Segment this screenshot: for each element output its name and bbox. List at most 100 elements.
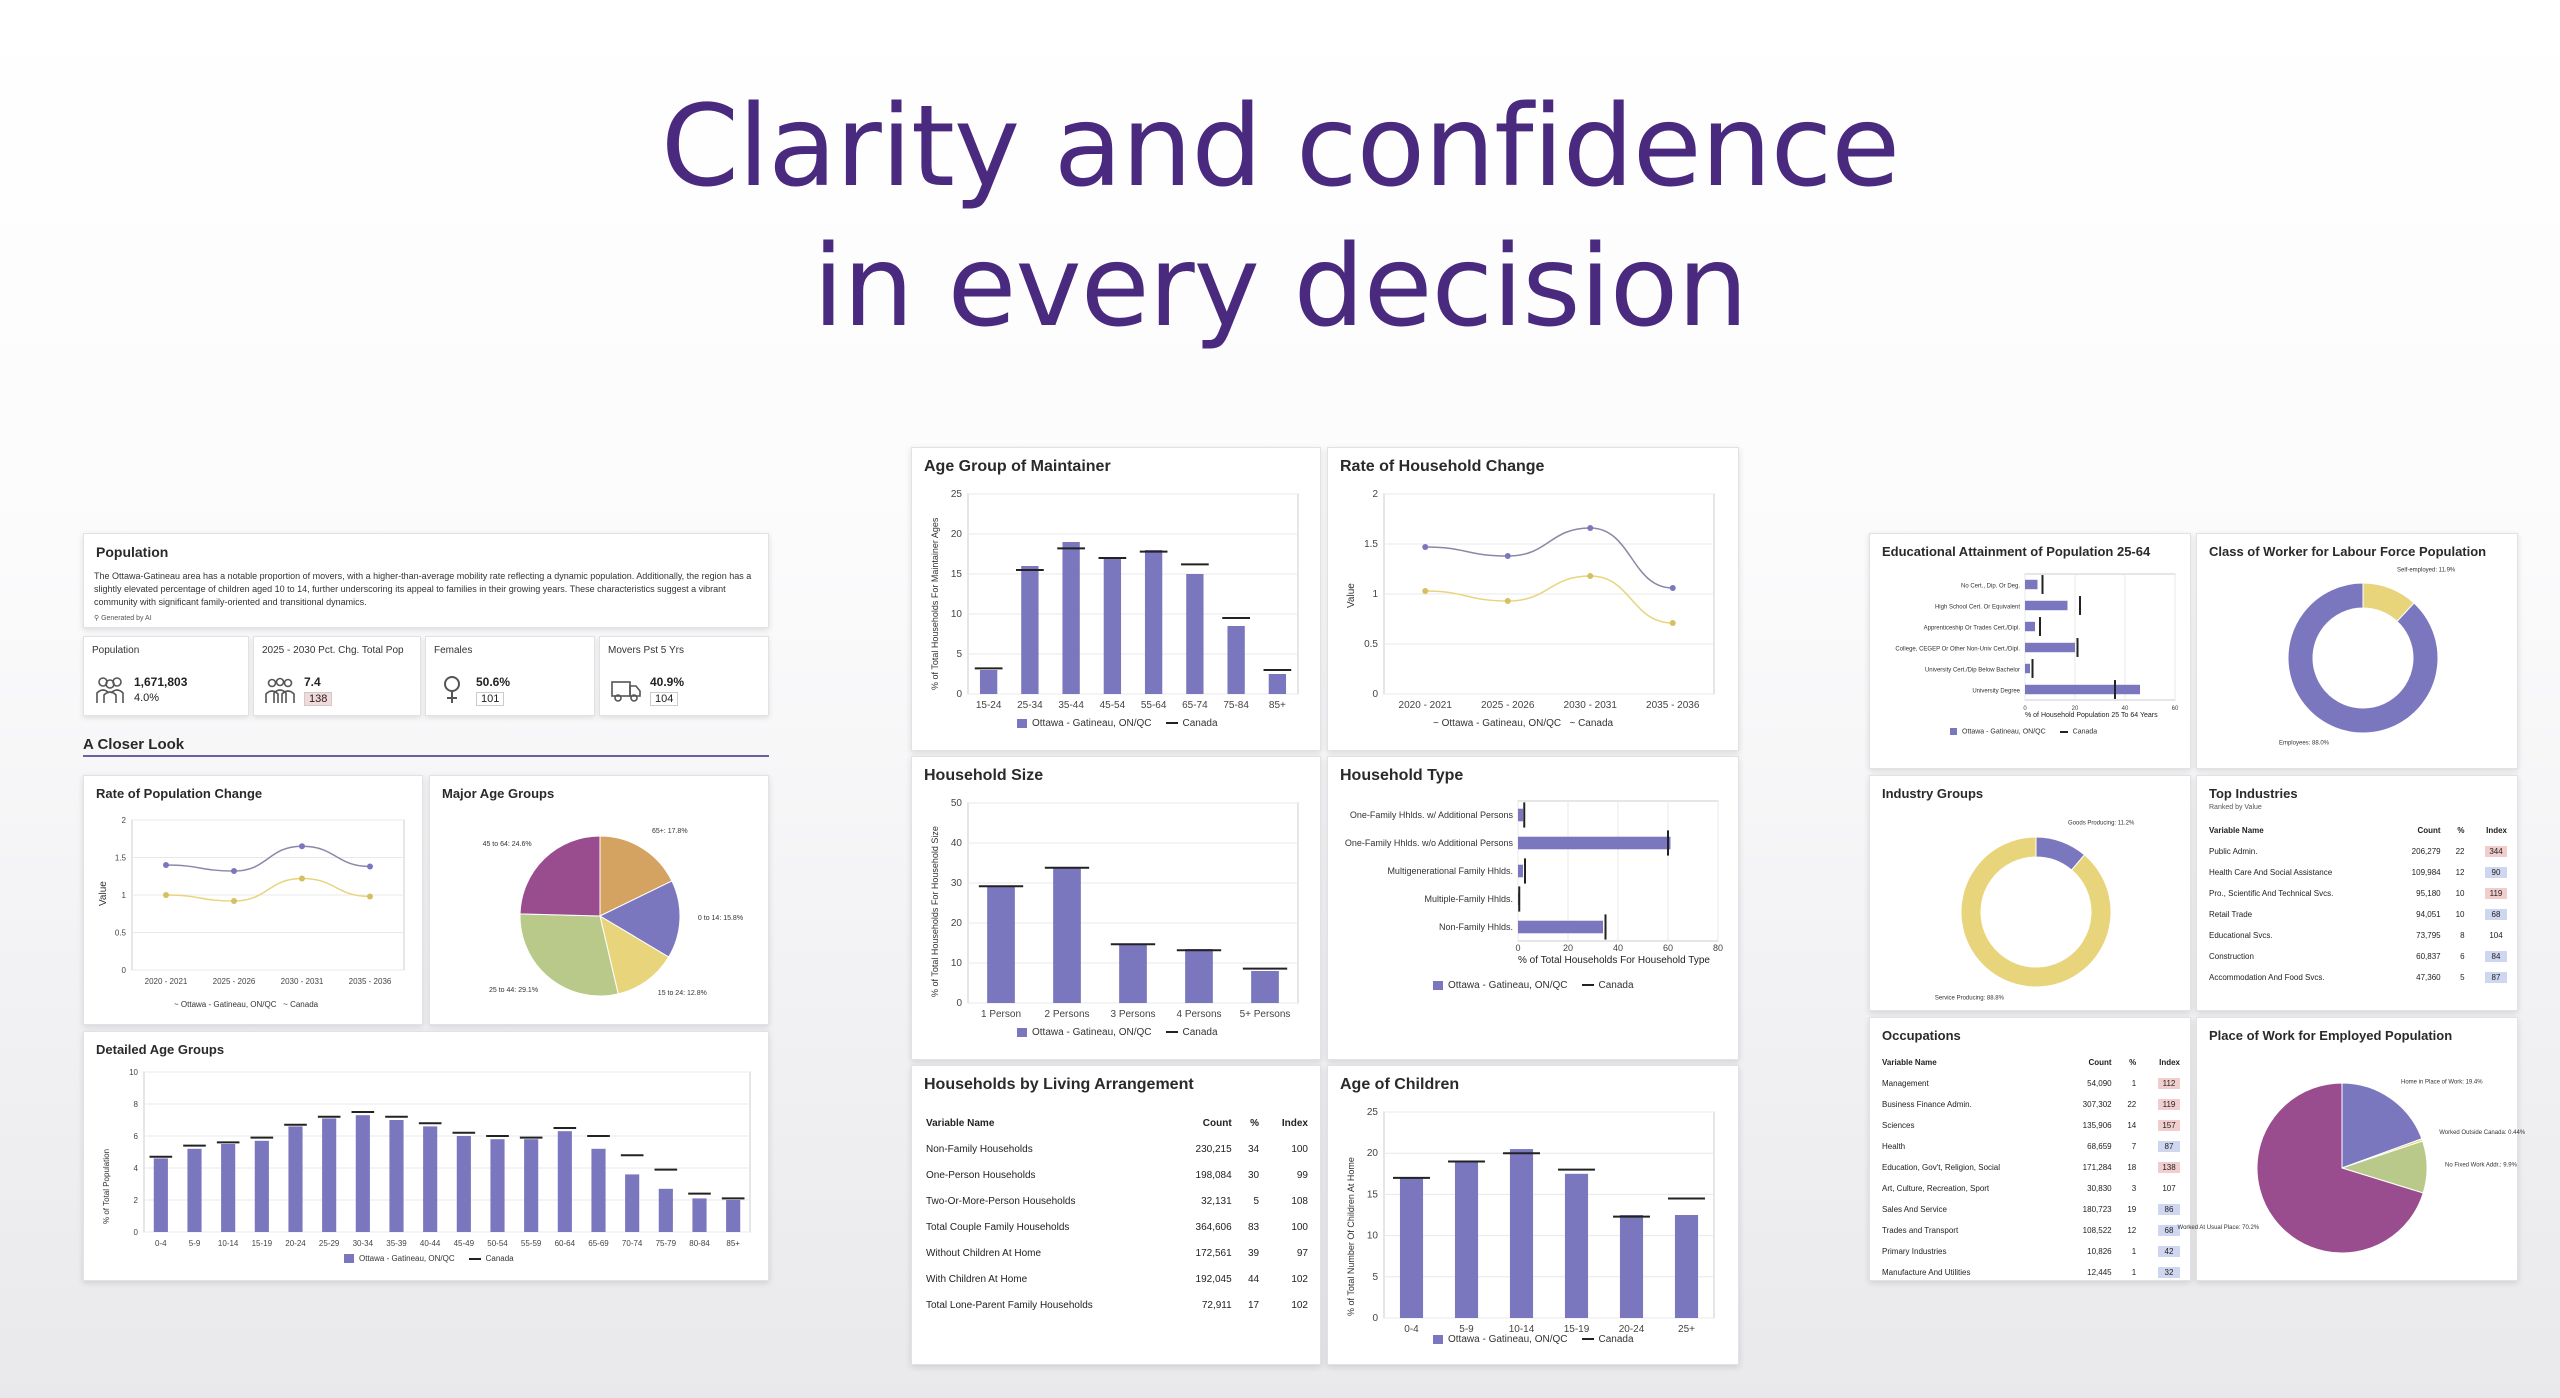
table-row[interactable]: Business Finance Admin. 307,302 22 119 [1878,1094,2184,1115]
x-tick-label: 75-79 [656,1239,677,1248]
table-row[interactable]: Sciences 135,906 14 157 [1878,1115,2184,1136]
slice-label: Home in Place of Work: 19.4% [2401,1080,2483,1086]
table-row[interactable]: Educational Svcs. 73,795 8 104 [2205,925,2511,946]
table-row[interactable]: Primary Industries 10,826 1 42 [1878,1241,2184,1262]
x-tick-label: 2020 - 2021 [1399,700,1453,711]
table-cell: 364,606 [1195,1221,1232,1233]
table-row[interactable]: Retail Trade 94,051 10 68 [2205,904,2511,925]
table-cell: 14 [2127,1121,2137,1130]
x-tick-label: 80-84 [689,1239,710,1248]
table-cell: 102 [1291,1273,1308,1285]
table-row[interactable]: One-Person Households 198,084 30 99 [922,1162,1312,1188]
table-cell: 30 [1247,1169,1260,1181]
table-row[interactable]: Management 54,090 1 112 [1878,1073,2184,1094]
table-cell: 192,045 [1195,1273,1232,1285]
occupations-table: Variable Name Count% Index Management 54,090… [1878,1052,2184,1283]
x-tick-label: 65-74 [1182,700,1208,711]
table-row[interactable]: Two-Or-More-Person Households 32,131 5 108 [922,1188,1312,1214]
table-row[interactable]: Pro., Scientific And Technical Svcs. 95,1… [2205,883,2511,904]
x-tick-label: 55-64 [1141,700,1167,711]
rate-household-change-panel: Rate of Household Change Value 0 0.5 1 1.5 2… [1327,447,1739,751]
category-label: College, CEGEP Or Other Non-Univ Cert./D… [1895,647,2020,653]
table-row[interactable]: Accommodation And Food Svcs. 47,360 5 87 [2205,967,2511,988]
kpi-movers[interactable]: Movers Pst 5 Yrs 40.9% 104 [599,636,769,716]
table-cell: Manufacture And Utilities [1882,1268,1971,1277]
series-line [1425,527,1673,589]
chart-title: Industry Groups [1882,786,1984,801]
x-tick-label: 25-34 [1017,700,1043,711]
population-summary: The Ottawa-Gatineau area has a notable p… [94,571,752,607]
table-row[interactable]: Without Children At Home 172,561 39 97 [922,1240,1312,1266]
table-row[interactable]: Art, Culture, Recreation, Sport 30,830 3 10… [1878,1178,2184,1199]
table-cell: 119 [2469,883,2511,904]
rate-pop-change-chart: 0 0.5 1 1.5 2 2020 - 2021 2025 - 2026 2030 - 20… [115,816,405,986]
table-row[interactable]: Total Lone-Parent Family Households 72,91… [922,1292,1312,1318]
table-row[interactable]: Health 68,659 7 87 [1878,1136,2184,1157]
table-row[interactable]: With Children At Home 192,045 44 102 [922,1266,1312,1292]
table-row[interactable]: Public Admin. 206,279 22 344 [2205,841,2511,862]
chart-title: Household Type [1340,767,1464,784]
x-tick-label: 15-19 [1564,1324,1590,1335]
data-point [1504,553,1511,559]
x-tick-label: 15-24 [976,700,1002,711]
table-row[interactable]: Trades and Transport 108,522 12 68 [1878,1220,2184,1241]
table-cell: 344 [2469,841,2511,862]
slice-label: No Fixed Work Addr.: 9.9% [2445,1163,2518,1169]
y-tick-label: 6 [134,1132,139,1141]
x-tick-label: 60-64 [555,1239,576,1248]
kpi-females[interactable]: Females 50.6% 101 [425,636,595,716]
table-cell: Health [1882,1142,1906,1151]
table-row[interactable]: Health Care And Social Assistance 109,984… [2205,862,2511,883]
table-cell: 32,131 [1201,1195,1232,1207]
table-cell: 83 [1247,1221,1260,1233]
table-row[interactable]: Non-Family Households 230,215 34 100 [922,1136,1312,1162]
x-tick-label: 15-19 [252,1239,273,1248]
table-cell: 94,051 [2416,910,2441,919]
plot-area [2024,573,2176,701]
kpi-population[interactable]: Population 1,671,803 4.0% [83,636,249,716]
plot-area [967,493,1299,695]
table-cell: 87 [2469,967,2511,988]
table-title: Occupations [1882,1028,1961,1043]
table-cell: 73,795 [2416,931,2441,940]
column-header: Index [2486,826,2507,835]
index-badge: 138 [2158,1162,2180,1173]
table-header-row: Variable Name Count% Index [922,1110,1312,1136]
y-tick-label: 8 [134,1100,139,1109]
index-badge: 157 [2158,1120,2180,1131]
data-point [163,862,169,868]
table-row[interactable]: Manufacture And Utilities 12,445 1 32 [1878,1262,2184,1283]
table-row[interactable]: Construction 60,837 6 84 [2205,946,2511,967]
bar [979,670,998,694]
kpi-pct-change[interactable]: 2025 - 2030 Pct. Chg. Total Pop 7.4 138 [253,636,421,716]
table-cell: Public Admin. [2209,847,2258,856]
table-cell: 72,911 [1201,1299,1232,1311]
chart-title: Age of Children [1340,1076,1460,1093]
table-cell: 10,826 [2087,1247,2112,1256]
table-row[interactable]: Total Couple Family Households 364,606 83 1… [922,1214,1312,1240]
kpi-value: 40.9% [650,675,685,689]
people-icon [96,677,124,703]
x-tick-label: 5-9 [1459,1324,1474,1335]
table-cell: 307,302 [2082,1100,2112,1109]
bar [2025,621,2035,632]
x-tick-label: 25+ [1678,1324,1695,1335]
place-of-work-chart: Home in Place of Work: 19.4% Worked Outsi… [2178,1080,2526,1254]
index-badge: 68 [2158,1225,2180,1236]
slice-label: Worked Outside Canada: 0.44% [2439,1130,2526,1136]
index-badge: 104 [2489,931,2503,940]
table-row[interactable]: Sales And Service 180,723 19 86 [1878,1199,2184,1220]
table-cell: 22 [2455,847,2465,856]
x-tick-label: 65-69 [588,1239,609,1248]
table-cell: Sciences [1882,1121,1915,1130]
kpi-index-badge: 104 [650,692,679,706]
age-of-children-panel: Age of Children % of Total Number Of Chi… [1327,1065,1739,1365]
table-cell: 135,906 [2082,1121,2112,1130]
table-cell: 230,215 [1195,1143,1232,1155]
pie-slice [519,835,601,917]
table-cell: Pro., Scientific And Technical Svcs. [2209,889,2334,898]
bar [254,1140,269,1232]
data-point [1422,544,1429,550]
table-row[interactable]: Education, Gov't, Religion, Social 171,28… [1878,1157,2184,1178]
column-header: Count [1202,1117,1232,1129]
